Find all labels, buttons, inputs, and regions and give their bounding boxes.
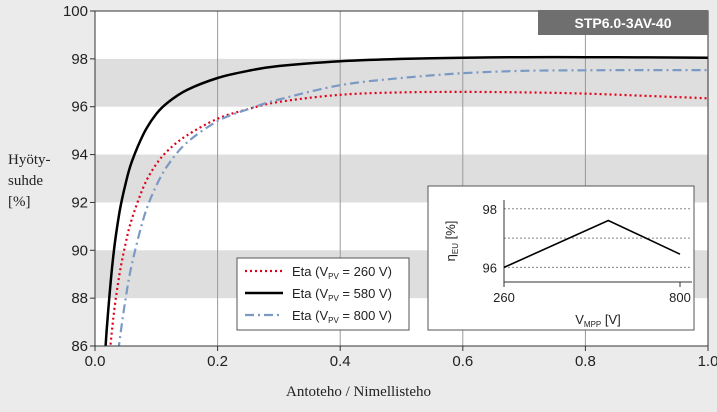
x-tick-label: 1.0 [698, 353, 717, 370]
inset-chart: 260 800 96 98 VMPP [V] ηEU [%] [427, 185, 695, 331]
y-axis-label-line: suhde [8, 173, 43, 189]
x-tick-label: 0.0 [85, 353, 106, 370]
x-tick-label: 0.6 [452, 353, 473, 370]
plot-frame [94, 10, 709, 347]
model-badge-text: STP6.0-3AV-40 [574, 15, 671, 31]
inset-y-tick-label: 98 [483, 202, 497, 217]
model-badge-bg [538, 10, 708, 35]
legend-label-2-sub: PV [328, 294, 339, 303]
legend-label-2-rest: = 580 V) [339, 286, 392, 301]
axes [94, 10, 709, 347]
y-tick-label: 94 [71, 147, 88, 164]
legend-label-3-sub: PV [328, 316, 339, 325]
model-badge: STP6.0-3AV-40 [538, 10, 708, 35]
inset-y-label: ηEU [%] [443, 221, 460, 262]
y-tick-label: 92 [71, 194, 88, 211]
inset-y-label-rest: [%] [443, 221, 458, 243]
x-axis-label: Antoteho / Nimellisteho [286, 384, 431, 400]
legend-label-1-rest: = 260 V) [339, 264, 392, 279]
y-tick-label: 100 [63, 3, 88, 20]
inset-series-line [503, 219, 681, 269]
y-tick-label: 98 [71, 51, 88, 68]
tick-labels: 0.0 0.2 0.4 0.6 0.8 1.0 86 88 90 92 94 96 98 100 [63, 3, 717, 370]
series-line-2 [104, 55, 708, 346]
inset-y-tick-label: 96 [483, 260, 497, 275]
inset-x-tick-label: 260 [493, 290, 515, 305]
inset-x-tick-label: 800 [669, 290, 691, 305]
series-line-1 [109, 90, 708, 346]
grid-band [95, 58, 708, 107]
legend-label-3-rest: = 800 V) [339, 308, 392, 323]
legend-label-1-base: Eta (V [292, 264, 328, 279]
inset-x-label-rest: [V] [601, 312, 621, 327]
inset-box [427, 185, 695, 331]
legend-label-3: Eta (VPV = 800 V) [292, 308, 392, 325]
main-series [104, 55, 708, 346]
y-axis-label-line: [%] [8, 194, 31, 210]
inset-x-label: VMPP [V] [575, 312, 621, 329]
y-tick-label: 96 [71, 99, 88, 116]
legend-label-2: Eta (VPV = 580 V) [292, 286, 392, 303]
inset-x-label-sub: MPP [584, 320, 601, 329]
inset-x-label-base: V [575, 312, 584, 327]
x-tick-label: 0.4 [330, 353, 351, 370]
legend-label-1-sub: PV [328, 272, 339, 281]
series-line-3 [117, 69, 708, 346]
y-tick-label: 90 [71, 242, 88, 259]
y-tick-label: 88 [71, 290, 88, 307]
legend: Eta (VPV = 260 V)Eta (VPV = 580 V)Eta (V… [236, 257, 410, 331]
y-tick-label: 86 [71, 338, 88, 355]
inset-y-label-sub: EU [451, 243, 460, 254]
x-tick-label: 0.8 [575, 353, 596, 370]
y-axis-label-line: Hyöty- [8, 152, 51, 168]
legend-label-1: Eta (VPV = 260 V) [292, 264, 392, 281]
y-axis-label: Hyöty- suhde [%] [8, 150, 68, 213]
x-tick-label: 0.2 [207, 353, 228, 370]
inset-y-label-base: η [443, 254, 458, 261]
legend-label-2-base: Eta (V [292, 286, 328, 301]
legend-label-3-base: Eta (V [292, 308, 328, 323]
